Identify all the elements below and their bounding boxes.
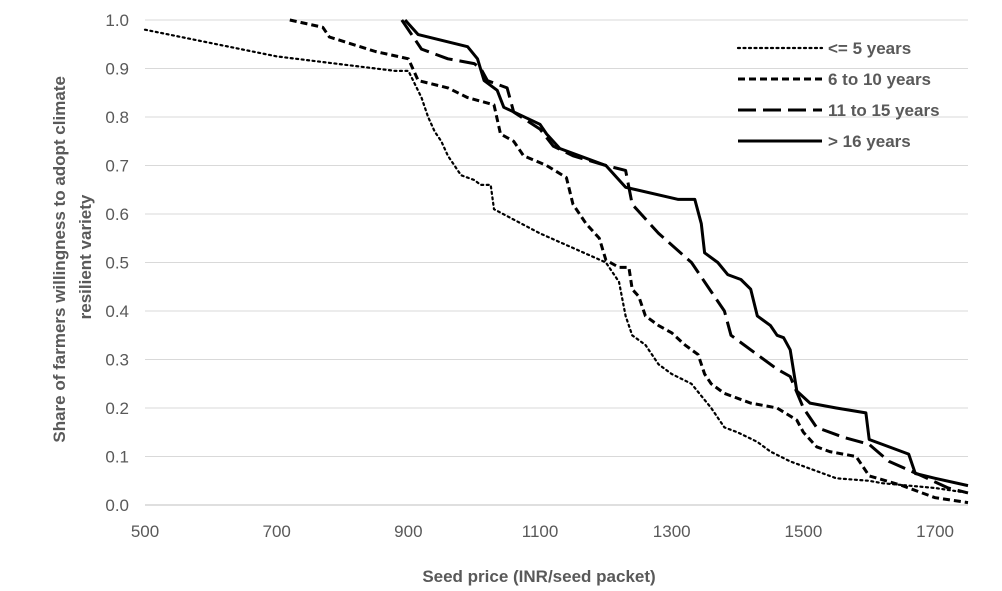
y-tick-label-1: 0.1	[105, 448, 129, 467]
series-line-2	[400, 19, 969, 495]
y-tick-label-8: 0.8	[105, 108, 129, 127]
y-tick-label-9: 0.9	[105, 60, 129, 79]
legend-label-2: 11 to 15 years	[828, 101, 940, 120]
x-tick-label-6: 1700	[916, 522, 954, 541]
tick-labels: 0.0 0.1 0.2 0.3 0.4 0.5 0.6 0.7 0.8 0.9 1.0 500 700 9…	[105, 11, 954, 541]
gridlines	[145, 19, 968, 457]
y-axis-title-line-2: resilient variety	[76, 194, 95, 319]
x-tick-label-3: 1100	[522, 522, 559, 541]
legend-label-1: 6 to 10 years	[828, 70, 931, 89]
y-axis-title-line-1: Share of farmers willingness to adopt cl…	[50, 76, 69, 443]
x-axis-title: Seed price (INR/seed packet)	[422, 567, 655, 586]
y-tick-label-7: 0.7	[105, 157, 129, 176]
x-tick-label-0: 500	[131, 522, 159, 541]
x-tick-label-2: 900	[394, 522, 422, 541]
y-tick-label-10: 1.0	[105, 11, 129, 30]
x-tick-label-5: 1500	[784, 522, 822, 541]
y-tick-label-3: 0.3	[105, 351, 129, 370]
series-line-1	[289, 18, 969, 505]
legend-label-3: > 16 years	[828, 132, 911, 151]
series-line-3	[403, 18, 969, 488]
y-tick-label-6: 0.6	[105, 205, 129, 224]
x-tick-label-4: 1300	[653, 522, 691, 541]
legend-label-0: <= 5 years	[828, 39, 911, 58]
y-tick-label-2: 0.2	[105, 399, 129, 418]
y-axis-title: Share of farmers willingness to adopt cl…	[50, 71, 95, 442]
series-lines	[143, 18, 970, 505]
legend: <= 5 years 6 to 10 years 11 to 15 years > 1…	[736, 39, 940, 151]
y-tick-label-0: 0.0	[105, 496, 129, 515]
series-line-0	[143, 28, 970, 494]
y-tick-label-5: 0.5	[105, 254, 129, 273]
x-tick-label-1: 700	[262, 522, 290, 541]
y-tick-label-4: 0.4	[105, 302, 129, 321]
